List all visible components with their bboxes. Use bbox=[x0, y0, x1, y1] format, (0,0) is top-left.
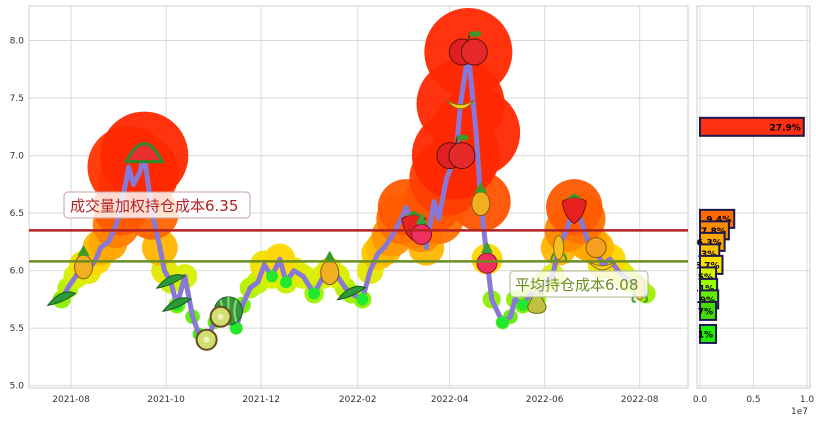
apple-icon bbox=[448, 31, 488, 66]
low-point-marker bbox=[266, 270, 279, 283]
x-tick-label: 2022-08 bbox=[621, 395, 659, 405]
side-x-offset-label: 1e7 bbox=[791, 407, 808, 417]
low-point-marker bbox=[356, 293, 369, 306]
peapod-icon bbox=[155, 274, 186, 289]
side-x-axis: 0.0 0.5 1.0 bbox=[693, 395, 815, 405]
peapod-icon bbox=[161, 297, 193, 312]
y-tick-label: 6.0 bbox=[10, 267, 25, 277]
kiwi-icon bbox=[209, 305, 232, 328]
distribution-bar-label: 4.1% bbox=[689, 284, 714, 294]
watermelon-icon bbox=[123, 142, 165, 164]
distribution-bar-label: 7.8% bbox=[701, 227, 726, 237]
side-x-tick-label: 1.0 bbox=[800, 395, 815, 405]
average-cost-annotation: 平均持仓成本6.08 bbox=[509, 270, 649, 298]
distribution-bar bbox=[699, 300, 718, 321]
peapod-icon bbox=[46, 291, 77, 307]
side-x-tick-label: 0.5 bbox=[746, 395, 760, 405]
distribution-bar-label: 27.9% bbox=[770, 123, 801, 133]
x-tick-label: 2021-08 bbox=[52, 395, 90, 405]
x-tick-label: 2021-12 bbox=[242, 395, 280, 405]
low-point-marker bbox=[308, 287, 321, 300]
apple-icon bbox=[436, 134, 476, 170]
y-tick-label: 5.5 bbox=[10, 324, 24, 334]
distribution-bar-label: 4.5% bbox=[688, 273, 713, 283]
x-tick-label: 2022-02 bbox=[339, 395, 377, 405]
peapod-icon bbox=[336, 285, 367, 301]
y-tick-label: 5.0 bbox=[10, 382, 25, 392]
distribution-bar-label: 4.1% bbox=[688, 330, 713, 340]
y-tick-label: 6.5 bbox=[10, 209, 24, 219]
distribution-bar-label: 6.3% bbox=[697, 238, 722, 248]
y-tick-label: 8.0 bbox=[10, 37, 25, 47]
strawberry-icon bbox=[561, 193, 587, 224]
distribution-bar-label: 4.7% bbox=[688, 307, 713, 317]
banana-icon bbox=[446, 99, 475, 110]
y-tick-label: 7.5 bbox=[10, 94, 24, 104]
distribution-bar bbox=[699, 116, 805, 137]
low-point-marker bbox=[496, 316, 509, 329]
y-tick-label: 7.0 bbox=[10, 152, 25, 162]
weighted-cost-label: 成交量加权持仓成本6.35 bbox=[70, 197, 238, 215]
low-point-marker bbox=[516, 299, 529, 312]
reference-annotations: 成交量加权持仓成本6.35 平均持仓成本6.08 bbox=[63, 191, 649, 298]
side-x-tick-label: 0.0 bbox=[693, 395, 708, 405]
weighted-cost-annotation: 成交量加权持仓成本6.35 bbox=[63, 191, 251, 219]
distribution-bar bbox=[699, 323, 718, 344]
main-y-axis: 5.0 5.5 6.0 6.5 7.0 7.5 8.0 bbox=[10, 37, 25, 392]
distribution-bar-label: 5.3% bbox=[691, 250, 716, 260]
distribution-bar-label: 9.4% bbox=[706, 215, 731, 225]
orange-icon bbox=[585, 237, 607, 259]
reference-lines bbox=[29, 229, 688, 263]
main-x-axis: 2021-08 2021-10 2021-12 2022-02 2022-04 2022-… bbox=[52, 395, 659, 405]
kiwi-icon bbox=[195, 328, 218, 351]
pineapple-icon bbox=[471, 181, 491, 217]
distribution-bars: 27.9%9.4%7.8%6.3%5.3%6.7%4.5%4.1%5.9%4.7… bbox=[688, 116, 805, 344]
x-tick-label: 2022-06 bbox=[526, 395, 564, 405]
average-cost-label: 平均持仓成本6.08 bbox=[515, 276, 638, 294]
x-tick-label: 2022-04 bbox=[431, 395, 469, 405]
low-point-marker bbox=[280, 276, 293, 289]
radish-icon bbox=[476, 241, 498, 274]
distribution-bar-label: 6.7% bbox=[695, 261, 720, 271]
distribution-bar-label: 5.9% bbox=[690, 296, 715, 306]
x-tick-label: 2021-10 bbox=[147, 395, 185, 405]
fruit-markers bbox=[46, 31, 648, 351]
low-point-marker bbox=[230, 322, 243, 335]
pear-icon bbox=[527, 283, 547, 314]
